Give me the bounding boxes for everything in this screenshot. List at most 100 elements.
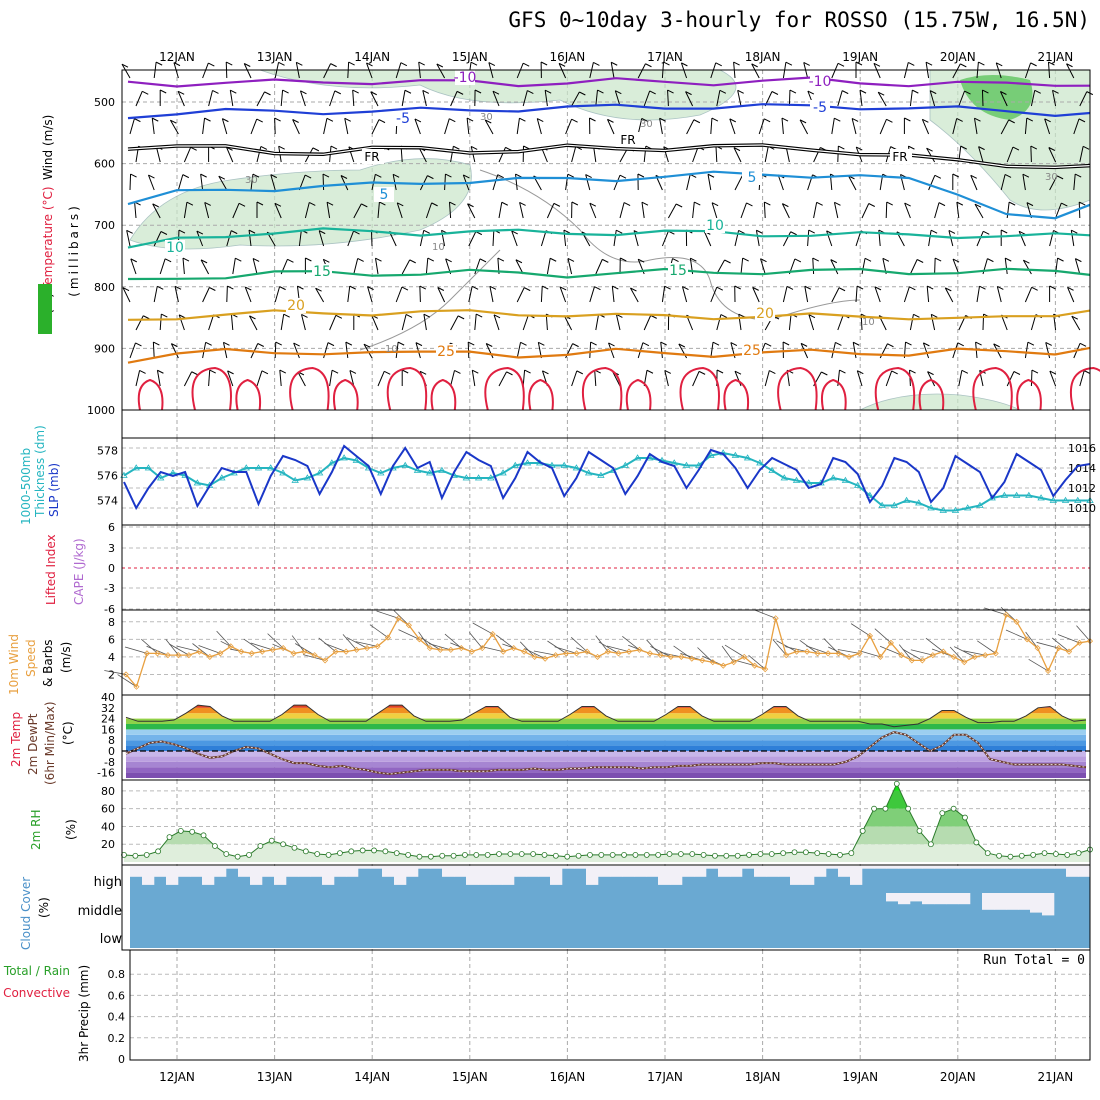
barb	[151, 118, 155, 135]
barb	[450, 370, 455, 387]
wind10-marker	[447, 646, 454, 653]
rh-contour-label: 10	[385, 344, 398, 355]
barb	[874, 286, 881, 303]
thickness-line-marker	[487, 474, 495, 481]
barb-flag	[200, 173, 207, 178]
precip-tick: 0.8	[108, 968, 126, 981]
cloud-clear-cell	[694, 866, 707, 877]
barb-flag	[808, 314, 816, 319]
barb	[323, 63, 332, 79]
barb-flag	[996, 62, 1003, 67]
barb-flag	[279, 369, 287, 374]
barb	[879, 119, 887, 135]
hot-contour	[918, 378, 945, 411]
barb-flag	[839, 369, 846, 374]
wind10-marker	[804, 648, 811, 655]
rh2m-marker	[1041, 850, 1048, 857]
wind10-marker	[950, 653, 957, 660]
barb-flag	[252, 258, 260, 262]
barb-flag	[790, 231, 797, 236]
barb	[540, 230, 547, 247]
barb	[347, 286, 351, 303]
barb	[204, 202, 210, 219]
barb-flag	[353, 230, 360, 235]
barb	[274, 341, 277, 359]
wind-barb-10m	[168, 643, 190, 656]
barb	[329, 370, 333, 387]
barb	[347, 230, 355, 247]
barb	[934, 257, 936, 275]
barb-flag	[278, 145, 285, 150]
barb-flag	[300, 90, 307, 95]
barb-flag	[260, 146, 268, 150]
li-tick: 3	[108, 542, 115, 555]
barb-flag	[1026, 117, 1034, 122]
isotherm-label-bg	[286, 298, 306, 313]
hot-contour	[137, 378, 164, 411]
cloud-clear-cell	[502, 866, 515, 885]
barb-flag	[515, 173, 522, 178]
wind10-marker	[238, 648, 245, 655]
cloud-clear-cell	[274, 866, 287, 885]
barb	[377, 202, 380, 219]
barb	[848, 175, 857, 191]
wind10-marker	[542, 655, 549, 662]
isotherm-label-bg	[755, 306, 775, 321]
barb-flag	[934, 174, 942, 179]
barb	[782, 231, 792, 247]
wind10-marker	[416, 636, 423, 643]
wind-barb-10m	[393, 610, 410, 626]
barb	[292, 119, 300, 135]
rh2m-marker	[700, 851, 707, 858]
barb-flag	[812, 257, 819, 262]
wind10-marker	[322, 657, 329, 664]
barb	[492, 90, 500, 107]
barb-flag	[1075, 258, 1082, 263]
barb-flag	[449, 201, 456, 206]
barb	[861, 258, 866, 275]
wind10-marker	[845, 653, 853, 660]
barb-flag	[274, 117, 281, 122]
barb-flag	[615, 90, 622, 95]
rh-contour-label: 10	[432, 242, 445, 253]
barb	[1024, 118, 1028, 135]
cloud-clear-cell	[262, 866, 275, 877]
wind-barb-10m	[198, 645, 221, 654]
barb-flag	[589, 117, 596, 122]
barb	[1006, 146, 1014, 163]
barb	[1022, 259, 1032, 275]
barb	[928, 175, 936, 191]
barb-flag	[716, 369, 724, 374]
thickness-line-marker	[792, 476, 801, 483]
barb-flag	[511, 230, 518, 235]
barb	[1071, 315, 1081, 331]
barb	[515, 174, 518, 191]
barb-flag	[590, 341, 597, 346]
barb-flag	[1056, 175, 1064, 180]
temp-band	[126, 718, 1086, 724]
thickness-line-marker	[413, 466, 422, 473]
barb-flag	[1031, 369, 1039, 374]
barb-flag	[834, 201, 841, 206]
barb-flag	[694, 201, 701, 206]
wind-barb-10m	[117, 674, 137, 688]
barb-flag	[720, 314, 728, 318]
wind10-marker	[489, 631, 496, 638]
barb-flag	[357, 258, 364, 262]
rh2m-marker	[189, 828, 196, 835]
barb-flag	[553, 202, 561, 207]
barb-flag	[834, 117, 841, 122]
hot-contour	[625, 378, 652, 411]
temp-band	[126, 756, 1086, 762]
isotherm-20	[127, 309, 1091, 321]
barb	[232, 258, 236, 275]
thickness-line-marker	[401, 461, 409, 468]
rh2m-marker	[268, 837, 275, 844]
barb	[546, 258, 551, 275]
rh2m-marker	[541, 851, 548, 858]
barb	[909, 314, 914, 331]
barb-flag	[463, 174, 470, 179]
barb-flag	[349, 285, 356, 290]
rh-band	[124, 790, 1090, 809]
